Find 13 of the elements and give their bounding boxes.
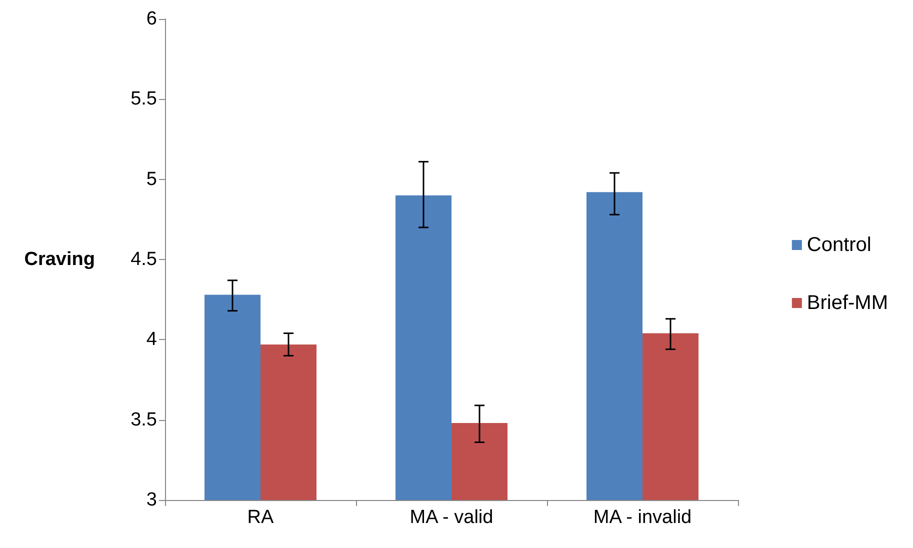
y-axis-title: Craving: [24, 249, 95, 270]
x-tick-label: RA: [247, 507, 274, 528]
legend-label: Brief-MM: [806, 292, 888, 314]
y-tick-label: 4: [146, 329, 158, 350]
y-tick-label: 5.5: [130, 88, 157, 110]
y-tick-label: 4.5: [130, 249, 157, 270]
y-tick-label: 3: [146, 490, 157, 510]
y-tick-label: 6: [146, 8, 157, 30]
x-tick-label: MA - invalid: [593, 507, 692, 528]
y-tick-label: 5: [146, 168, 157, 190]
y-tick-label: 3.5: [130, 409, 157, 430]
x-tick-label: MA - valid: [410, 507, 494, 528]
legend-label: Control: [806, 234, 872, 256]
